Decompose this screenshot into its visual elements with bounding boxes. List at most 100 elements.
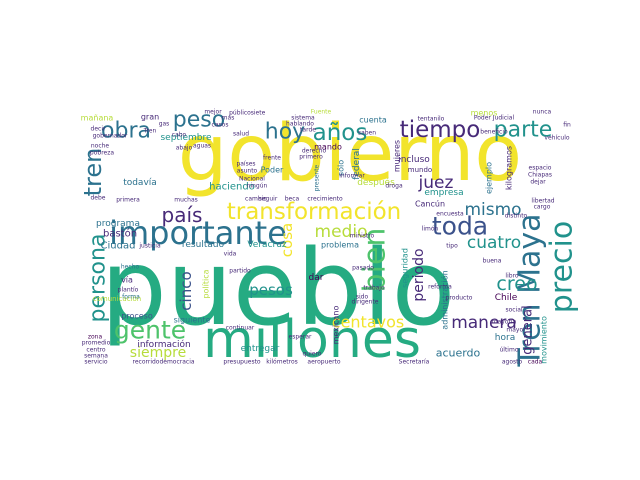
word-cabo: cabo	[172, 132, 187, 139]
word-aeropuerto: aeropuerto	[307, 359, 340, 366]
word-juez: juez	[418, 173, 454, 193]
word-buena: buena	[483, 258, 502, 265]
word-esperar: esperar	[289, 334, 312, 341]
word-presente: presente	[314, 164, 321, 191]
word-nunca: nunca	[533, 109, 552, 116]
word-incluso: incluso	[398, 155, 430, 165]
word-cloud: pueblo gobierno millones importante transfor…	[78, 107, 586, 370]
word-cancún: Cancún	[415, 200, 445, 209]
word-cambio: cambio	[245, 196, 267, 203]
word-ciudad: Ciudad	[101, 241, 136, 252]
word-veracruz: Veracruz	[247, 240, 287, 250]
word-dejar: dejar	[530, 179, 546, 186]
word-cuatro: cuatro	[467, 233, 521, 253]
word-sólo: sólo	[336, 160, 346, 176]
word-siempre: siempre	[130, 345, 186, 361]
word-haciendo: haciendo	[209, 182, 255, 193]
word-dar: dar	[309, 273, 324, 283]
word-libertad: libertad	[531, 198, 554, 205]
word-derecho: derecho	[302, 148, 327, 155]
word-kilómetros: kilómetros	[266, 359, 298, 366]
word-todavía: todavía	[123, 178, 157, 188]
word-política: política	[202, 269, 211, 298]
word-cada: cada	[528, 359, 543, 366]
word-limón: limón	[422, 226, 439, 233]
word-quiero: quiero	[303, 351, 322, 358]
word-transformación: transformación	[227, 199, 402, 225]
word-acuerdo: acuerdo	[436, 347, 481, 360]
word-tarde: tarde	[300, 127, 316, 134]
word-casos: casos	[212, 122, 229, 129]
word-cargo: cargo	[534, 204, 551, 211]
word-gas: gas	[159, 121, 170, 128]
word-plantío: plantío	[118, 287, 139, 294]
word-países: países	[236, 161, 255, 168]
word-manera: manera	[451, 313, 517, 333]
word-federal: federal	[352, 148, 362, 180]
word-muchas: muchas	[174, 197, 198, 204]
word-zona: zona	[88, 334, 103, 341]
word-mexicano: mexicano	[332, 305, 341, 344]
word-vía: vía	[121, 276, 133, 285]
word-debe: debe	[91, 195, 106, 202]
word-frente: frente	[263, 155, 281, 162]
word-forma: forma	[122, 294, 140, 301]
word-general: general	[521, 305, 536, 354]
word-después: después	[357, 177, 395, 188]
word-mismo: mismo	[464, 200, 521, 220]
word-pueblo: pueblo	[101, 227, 455, 349]
word-aguas: aguas	[193, 143, 211, 150]
word-peso: peso	[173, 108, 225, 133]
word-secretaría: Secretaría	[399, 359, 430, 366]
word-tiempo: tiempo	[400, 117, 481, 143]
word-creo: creo	[496, 273, 537, 295]
word-vehículo: vehículo	[544, 135, 569, 142]
word-pasado: pasado	[352, 265, 374, 272]
word-tentanilo: tentanilo	[418, 116, 445, 123]
word-siguiente: siguiente	[174, 316, 211, 325]
word-primero: primero	[299, 154, 323, 161]
word-tren: Tren	[143, 128, 157, 135]
word-trabajo: trabajo	[363, 285, 385, 292]
word-gran: gran	[141, 113, 159, 122]
word-resultado: resultado	[182, 240, 225, 250]
word-primera: primera	[116, 197, 140, 204]
word-mañana: mañana	[81, 114, 114, 123]
word-obra: obra	[101, 119, 151, 144]
word-seguridad: seguridad	[401, 248, 410, 288]
word-social: social	[505, 307, 522, 314]
word-centro: centro	[86, 347, 105, 354]
word-hecho: hecho	[121, 264, 140, 271]
word-chile: Chile	[495, 293, 518, 303]
word-ministro: ministro	[350, 233, 375, 240]
word-distinto: distinto	[505, 213, 528, 220]
word-mayoría: mayoría	[492, 319, 517, 326]
word-nacional: Nacional	[239, 176, 265, 183]
word-beca: beca	[285, 196, 300, 203]
word-promedio: promedio	[82, 340, 111, 347]
word-pesos: pesos	[249, 281, 293, 299]
word-ningún: ningún	[247, 183, 268, 190]
word-mejor: mejor	[204, 109, 222, 116]
word-pobreza: pobreza	[90, 150, 114, 157]
word-cloud-svg: pueblo gobierno millones importantetransfor…	[79, 108, 580, 371]
word-producto: producto	[446, 295, 473, 302]
word-asunto: asunto	[237, 168, 258, 175]
word-ejemplo: ejemplo	[485, 162, 494, 194]
word-noche: noche	[91, 143, 110, 150]
word-droga: droga	[385, 183, 403, 190]
word-centavos: centavos	[332, 313, 404, 332]
word-proceso: proceso	[121, 312, 153, 321]
word-toda: toda	[432, 212, 488, 241]
word-agosto: agosto	[502, 359, 523, 366]
word-seguir: seguir	[259, 196, 278, 203]
word-medio: medio	[315, 222, 368, 242]
word-información: información	[137, 339, 190, 350]
word-poder: Poder	[261, 166, 284, 175]
word-vida: vida	[224, 251, 237, 258]
word-tren: tren	[79, 148, 107, 197]
word-democracia: democracia	[159, 359, 194, 366]
word-justicia: justicia	[138, 243, 161, 250]
word-bastón: bastón	[103, 228, 137, 240]
